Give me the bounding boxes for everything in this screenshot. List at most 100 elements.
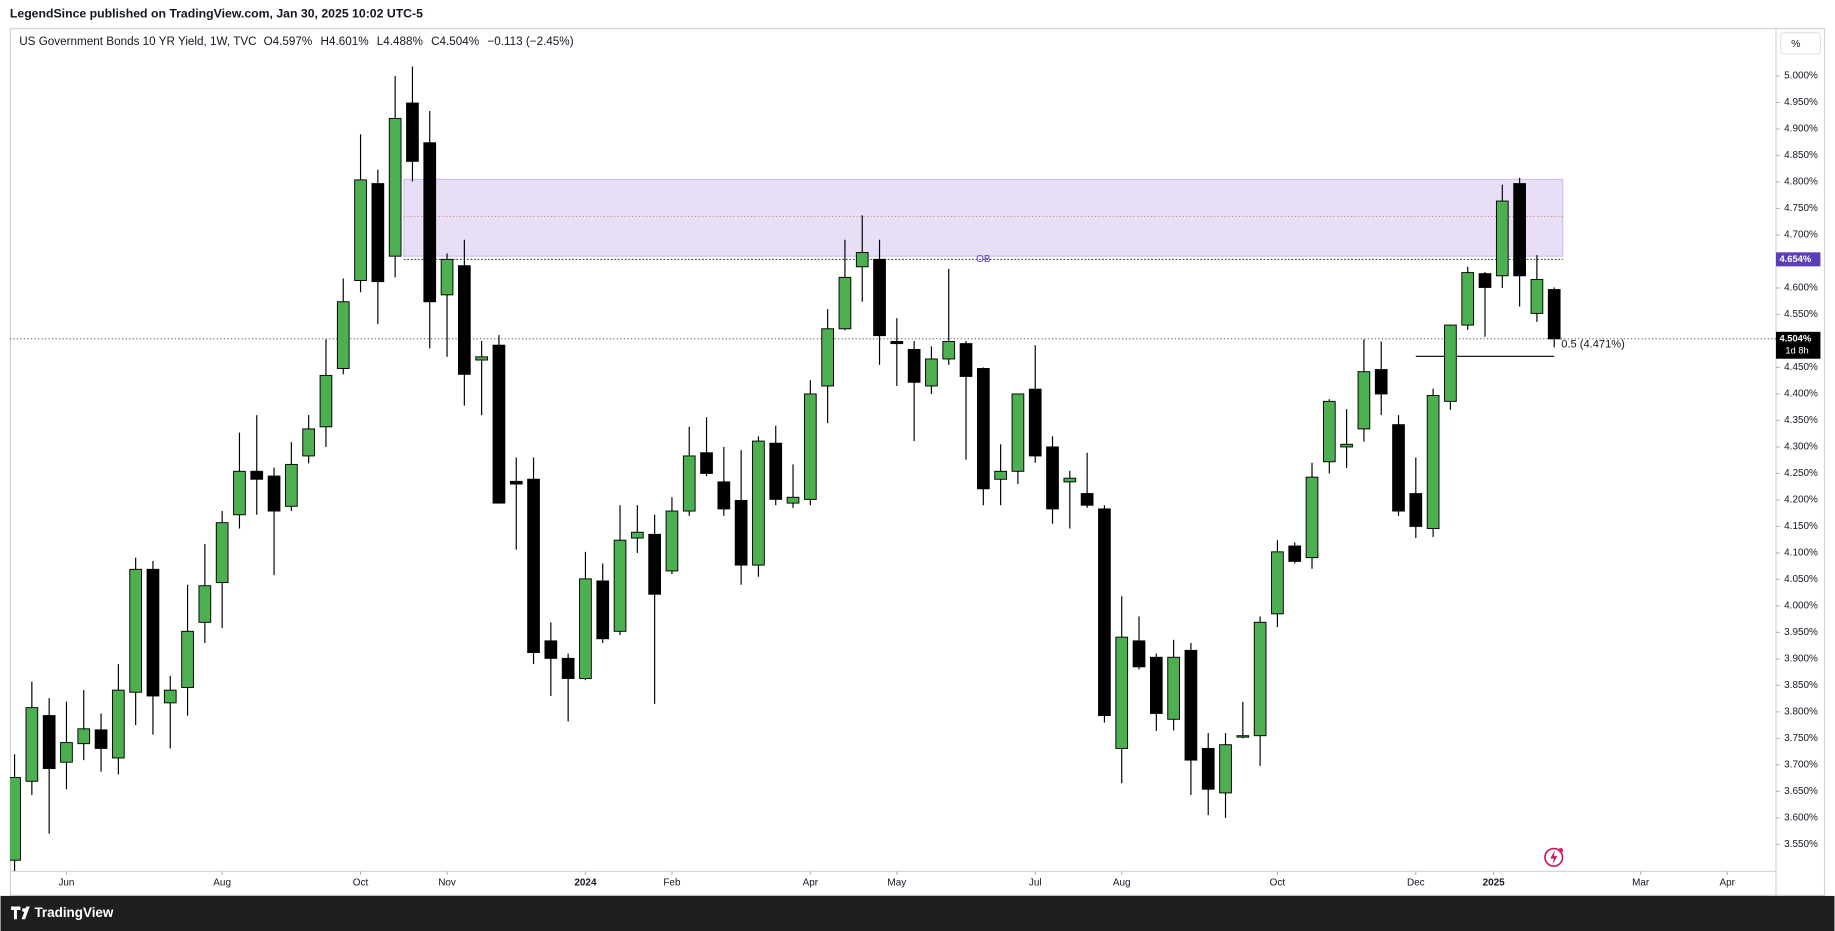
candle-body [112,689,125,759]
y-tick-label: 4.350% [1784,415,1818,426]
x-tick-label: Feb [663,878,681,889]
candle-body [336,301,350,369]
brand-logo [11,906,30,920]
x-tick-label: Oct [1270,878,1286,889]
candle-body [786,496,800,504]
y-tick-label: 4.950% [1784,97,1818,108]
candle-body [717,481,731,510]
candle-body [596,580,610,640]
candle-body [60,742,73,763]
candle-body [319,374,333,428]
order-block-zone [403,178,1564,257]
x-tick-label: Apr [1719,878,1735,889]
candle-body [1392,424,1405,512]
last-price-label: 4.504% [1779,333,1811,343]
countdown-label: 1d 8h [1785,346,1808,356]
candle-body [163,689,177,704]
y-tick-label: 4.000% [1784,601,1818,612]
candle-body [77,728,91,745]
candle-body [1149,656,1163,714]
ohlc-value: C4.504% [431,35,479,48]
candle-body [94,729,108,749]
ohlc-value: H4.601% [321,35,369,48]
candle-body [475,356,488,361]
candle-body [890,341,904,345]
y-tick-label: 4.800% [1784,177,1818,188]
ob-label: OB [976,254,991,265]
candle-body [838,276,852,330]
candle-body [821,328,834,387]
candle-body [1253,621,1267,737]
candle-body [1201,747,1215,790]
candle-body [1288,545,1302,562]
candle-body [285,463,298,507]
y-tick-label: 3.950% [1784,627,1818,638]
candle-body [1478,273,1492,288]
y-tick-label: 3.800% [1784,706,1818,717]
ohlc-value: −0.113 (−2.45%) [487,35,573,48]
y-tick-label: 5.000% [1784,71,1818,82]
x-tick-label: Oct [353,878,369,889]
y-tick-label: 3.700% [1784,759,1818,770]
candle-body [406,102,419,162]
alert-dot [1558,847,1564,853]
x-tick-label: Apr [803,878,819,889]
candle-body [1444,324,1457,402]
candle-body [976,368,990,490]
candle-body [250,470,264,480]
y-tick-label: 3.650% [1784,786,1818,797]
y-tick-label: 3.750% [1784,733,1818,744]
candle-body [855,252,869,268]
candle-body [388,117,402,257]
alert-icon[interactable] [1544,847,1564,867]
plot-area: OB 0.5 (4.471%) [9,66,1776,871]
candle-body [509,480,523,485]
candle-body [769,442,783,500]
x-tick-label: 2024 [574,878,597,889]
unit-button[interactable] [1780,32,1822,55]
y-tick-label: 4.450% [1784,362,1818,373]
y-tick-label: 4.250% [1784,468,1818,479]
candle-body [267,475,281,512]
x-tick-label: Jun [58,878,74,889]
candle-body [1098,508,1111,717]
candle-body [579,578,592,679]
y-tick-label: 4.200% [1784,495,1818,506]
candle-body [198,585,212,623]
candle-body [527,478,540,653]
ohlc-legend: O4.597% H4.601% L4.488% C4.504% −0.113 (−2.4… [264,35,574,48]
candle-body [1184,649,1198,761]
x-tick-label: Jul [1029,878,1042,889]
candle-body [803,393,817,500]
candle-body [42,715,56,770]
candle-body [354,179,367,282]
candle-body [1495,200,1509,277]
y-tick-label: 3.600% [1784,812,1818,823]
candle-body [561,657,575,679]
candle-body [1028,388,1042,457]
candle-body [1080,493,1094,506]
candle-body [371,183,385,283]
candle-body [648,533,661,595]
ob-price-tag [1775,252,1821,267]
candle-body [1530,279,1544,314]
candle-body [1046,446,1059,510]
published-header: LegendSince published on TradingView.com… [10,6,423,20]
x-tick-label: Mar [1632,878,1650,889]
candle-body [925,358,938,387]
ohlc-value: L4.488% [377,35,423,48]
ob-price-label: 4.654% [1779,254,1811,264]
candle-body [1340,443,1353,448]
candle-body [233,470,246,516]
candle-body [457,265,471,375]
y-tick-label: 4.750% [1784,203,1818,214]
candle-body [1011,393,1025,472]
y-tick-label: 4.900% [1784,124,1818,135]
candle-body [734,499,748,566]
x-tick-label: Nov [438,878,456,889]
y-tick-label: 3.900% [1784,653,1818,664]
candle-body [1236,735,1250,738]
